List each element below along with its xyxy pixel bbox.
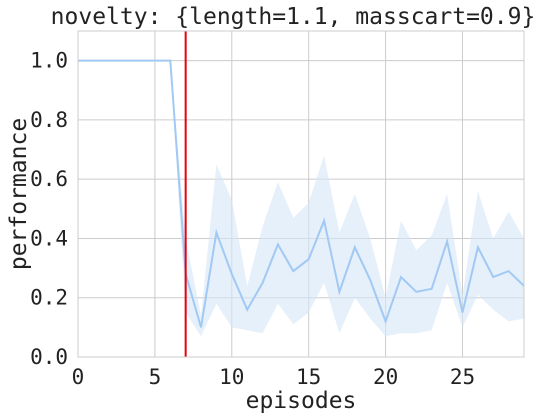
x-tick-label: 5 [149,365,162,389]
x-tick-label: 10 [219,365,244,389]
y-tick-label: 0.0 [30,345,68,369]
y-tick-label: 0.6 [30,167,68,191]
y-tick-label: 1.0 [30,49,68,73]
x-tick-label: 15 [296,365,321,389]
x-axis-label: episodes [246,388,357,414]
x-tick-labels: 0 5 10 15 20 25 [72,365,475,389]
y-tick-label: 0.8 [30,108,68,132]
y-tick-label: 0.2 [30,286,68,310]
y-tick-labels: 0.0 0.2 0.4 0.6 0.8 1.0 [30,49,68,369]
x-tick-label: 25 [450,365,475,389]
y-tick-label: 0.4 [30,226,68,250]
x-tick-label: 0 [72,365,85,389]
y-axis-label: performance [6,118,32,270]
chart-title: novelty: {length=1.1, masscart=0.9} [51,4,535,30]
x-tick-label: 20 [373,365,398,389]
performance-line [78,59,525,328]
confidence-band [78,60,524,337]
plot-frame [77,30,525,358]
